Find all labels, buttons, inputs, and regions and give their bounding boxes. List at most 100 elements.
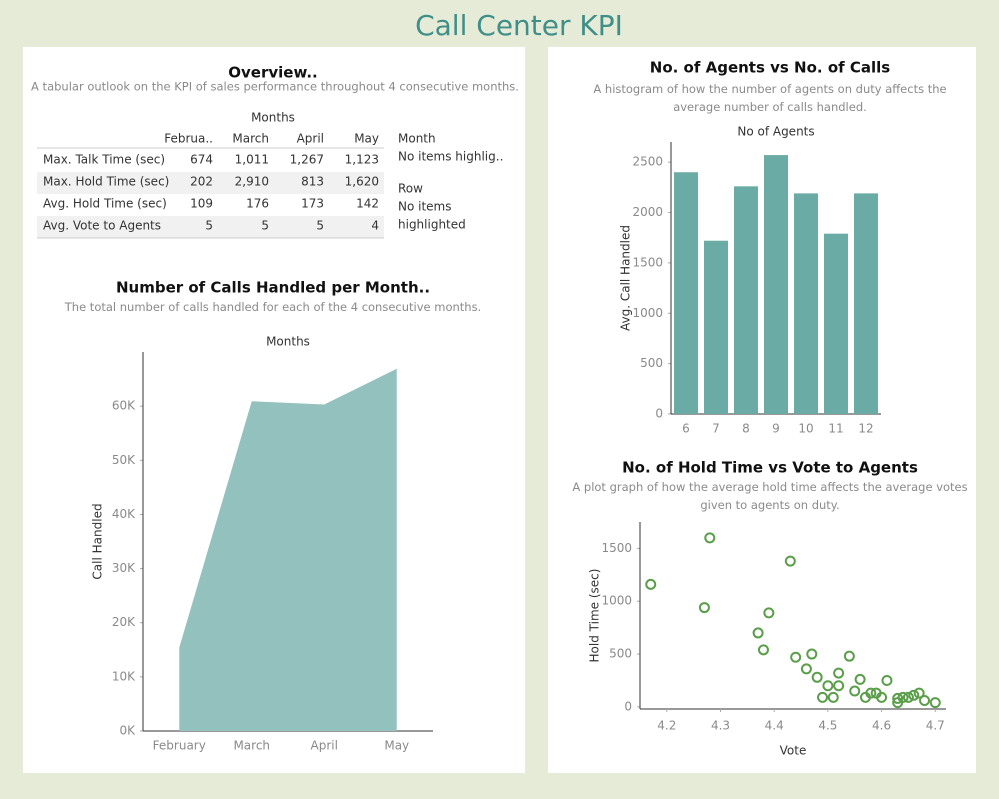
x-tick-label: 4.5 <box>818 719 837 733</box>
group-header: Months <box>251 111 295 125</box>
y-tick-label: 500 <box>640 356 663 370</box>
x-tick-label: 4.3 <box>711 719 730 733</box>
x-tick-label: May <box>384 739 409 753</box>
row-label: Max. Hold Time (sec) <box>43 175 169 189</box>
bar <box>674 172 698 414</box>
point <box>843 650 855 662</box>
x-axis-title: Vote <box>780 744 807 758</box>
subtitle-box: A plot graph of how the average hold tim… <box>572 480 968 512</box>
cell: 2,910 <box>235 175 269 189</box>
point <box>698 602 710 614</box>
y-tick-label: 30K <box>112 561 136 575</box>
point <box>827 691 839 703</box>
y-tick-label: 1500 <box>601 541 632 555</box>
point <box>908 689 920 701</box>
point <box>752 627 764 639</box>
cell: 5 <box>261 219 269 233</box>
bar <box>734 186 758 414</box>
bar <box>824 233 848 414</box>
cell: 1,123 <box>345 153 379 167</box>
y-tick-label: 1000 <box>632 306 663 320</box>
y-tick-label: 1500 <box>632 255 663 269</box>
point <box>854 673 866 685</box>
subtitle-box: The total number of calls handled for ea… <box>64 300 482 314</box>
chart-title: Number of Calls Handled per Month.. <box>116 279 430 297</box>
overview-title: Overview.. <box>228 64 318 82</box>
point <box>833 667 845 679</box>
x-tick-label: 9 <box>772 422 780 436</box>
point <box>800 663 812 675</box>
y-tick-label: 2500 <box>632 155 663 169</box>
bar <box>794 193 818 414</box>
cell: 1,267 <box>290 153 324 167</box>
cell: 5 <box>316 219 324 233</box>
x-axis-title: No of Agents <box>737 125 814 139</box>
point <box>881 674 893 686</box>
point <box>913 687 925 699</box>
point <box>704 532 716 544</box>
y-axis-title: Call Handled <box>91 503 105 579</box>
y-tick-label: 0K <box>119 724 136 738</box>
x-tick-label: 12 <box>858 422 873 436</box>
point <box>865 687 877 699</box>
x-tick-label: 8 <box>742 422 750 436</box>
chart-subtitle: The total number of calls handled for ea… <box>64 300 482 314</box>
point <box>822 680 834 692</box>
bar <box>854 193 878 414</box>
point <box>919 695 931 707</box>
point <box>929 697 941 709</box>
x-tick-label: 4.6 <box>872 719 891 733</box>
side-text: highlighted <box>398 218 466 232</box>
column-header: March <box>232 132 269 146</box>
y-tick-label: 20K <box>112 615 136 629</box>
y-tick-label: 500 <box>609 647 632 661</box>
point <box>763 607 775 619</box>
y-tick-label: 2000 <box>632 205 663 219</box>
x-tick-label: 4.2 <box>657 719 676 733</box>
bar <box>764 155 788 414</box>
x-tick-label: 11 <box>828 422 843 436</box>
point <box>892 692 904 704</box>
point <box>902 691 914 703</box>
cell: 5 <box>205 219 213 233</box>
subtitle-box: A histogram of how the number of agents … <box>593 82 946 114</box>
x-axis-title: Months <box>266 335 310 349</box>
cell: 674 <box>190 153 213 167</box>
y-tick-label: 40K <box>112 507 136 521</box>
y-axis-title: Hold Time (sec) <box>588 569 602 663</box>
column-header: April <box>297 132 324 146</box>
side-text: No items <box>398 200 452 214</box>
y-axis-title: Avg. Call Handled <box>619 225 633 331</box>
side-text: Row <box>398 182 423 196</box>
y-tick-label: 10K <box>112 669 136 683</box>
x-tick-label: 4.4 <box>765 719 784 733</box>
x-tick-label: 10 <box>798 422 813 436</box>
point <box>817 691 829 703</box>
chart-title: No. of Hold Time vs Vote to Agents <box>622 459 918 477</box>
side-text: No items highlig.. <box>398 150 503 164</box>
cell: 176 <box>246 197 269 211</box>
right-panel <box>548 47 976 773</box>
page-title: Call Center KPI <box>415 9 623 42</box>
point <box>849 685 861 697</box>
row-label: Avg. Hold Time (sec) <box>43 197 167 211</box>
side-text: Month <box>398 132 436 146</box>
x-tick-label: 7 <box>712 422 720 436</box>
area <box>179 368 397 731</box>
point <box>833 680 845 692</box>
cell: 142 <box>356 197 379 211</box>
y-tick-label: 60K <box>112 399 136 413</box>
point <box>806 648 818 660</box>
point <box>790 651 802 663</box>
chart-subtitle: A plot graph of how the average hold tim… <box>572 480 968 512</box>
row-label: Max. Talk Time (sec) <box>43 153 165 167</box>
y-tick-label: 0 <box>655 407 663 421</box>
row-shade <box>37 216 384 238</box>
column-header: May <box>354 132 379 146</box>
cell: 4 <box>371 219 379 233</box>
y-tick-label: 0 <box>624 699 632 713</box>
cell: 109 <box>190 197 213 211</box>
x-tick-label: 4.7 <box>926 719 945 733</box>
bar <box>704 240 728 414</box>
